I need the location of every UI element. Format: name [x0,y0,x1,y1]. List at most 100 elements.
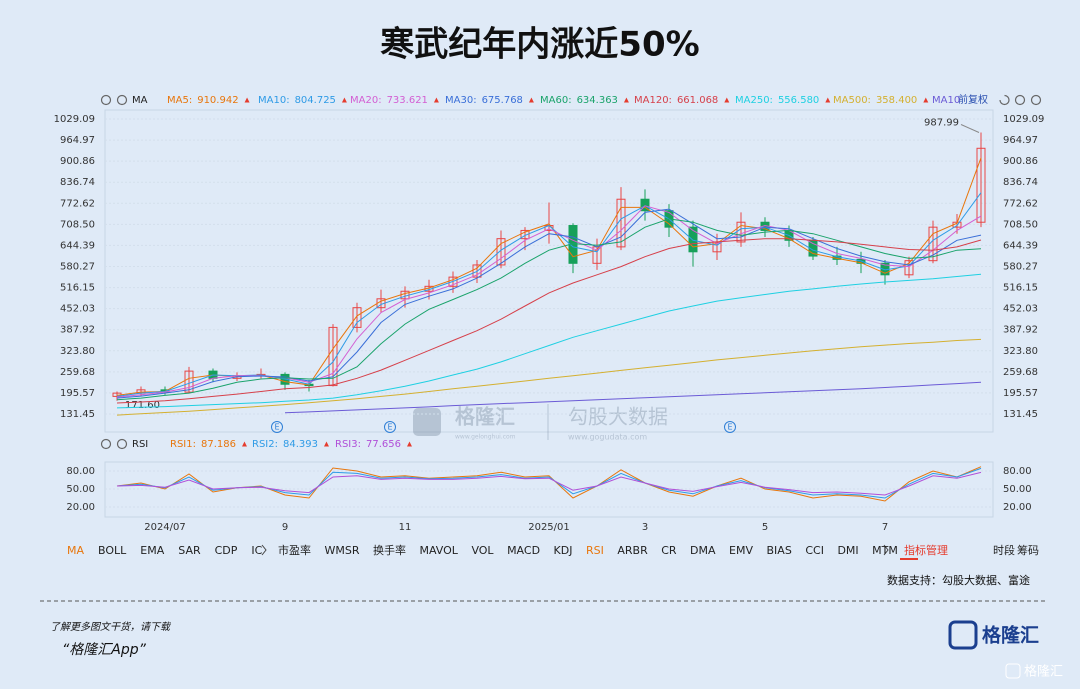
tab-scroll-arrow[interactable] [883,544,889,556]
y-tick-label: 259.68 [60,367,95,378]
indicator-tab[interactable]: WMSR [325,544,360,557]
y-tick-label: 580.27 [60,262,95,273]
indicator-tab[interactable]: 换手率 [373,543,406,557]
y-tick-label: 50.00 [66,484,95,495]
x-tick-label: 9 [282,522,288,533]
y-tick-label-right: 516.15 [1003,283,1038,294]
legend-value: 661.068 [677,95,718,106]
indicator-tab[interactable]: MAVOL [420,544,459,557]
indicator-tab[interactable]: MACD [507,544,540,557]
y-tick-label-right: 195.57 [1003,388,1038,399]
settings-icon[interactable] [100,438,112,450]
y-tick-label-right: 50.00 [1003,484,1032,495]
y-tick-label-right: 708.50 [1003,219,1038,230]
settings-icon[interactable] [100,94,112,106]
indicator-tab[interactable]: RSI [586,544,604,557]
legend-value: 910.942 [197,95,238,106]
y-tick-label: 516.15 [60,283,95,294]
y-tick-label-right: 964.97 [1003,135,1038,146]
legend-value: 77.656 [366,439,401,450]
tab-scroll-arrow[interactable] [261,544,267,556]
watermark-brand: 格隆汇 [455,405,515,429]
legend-name: RSI1: [170,439,196,450]
y-tick-label-right: 259.68 [1003,367,1038,378]
right-tab[interactable]: 时段 [993,543,1015,557]
indicator-tab[interactable]: MTM [872,544,898,557]
indicator-tab[interactable]: VOL [471,544,494,557]
restore-label[interactable]: 前复权 [958,93,988,106]
series-line [116,467,982,499]
series-line [116,338,982,416]
legend-value: 804.725 [295,95,336,106]
indicator-tab[interactable]: ARBR [617,544,648,557]
event-marker[interactable] [724,421,736,433]
footer-prompt: 了解更多图文干货，请下载 [50,621,172,633]
indicator-tab[interactable]: BIAS [767,544,792,557]
legend-arrow [825,97,831,103]
reset-icon[interactable] [999,94,1010,106]
manage-tab[interactable]: 指标管理 [904,543,948,557]
indicator-tab[interactable]: IC [251,544,262,557]
event-label: E [274,423,279,432]
close-icon[interactable] [116,438,128,450]
rsi-plot-frame [104,461,994,518]
indicator-tab[interactable]: DMI [837,544,858,557]
series-line [116,192,982,397]
legend-value: 87.186 [201,439,236,450]
y-tick-label-right: 452.03 [1003,304,1038,315]
indicator-tab[interactable]: EMV [729,544,753,557]
x-tick-label: 7 [882,522,888,533]
y-tick-label: 1029.09 [54,114,95,125]
y-tick-label: 80.00 [66,466,95,477]
event-label: E [387,423,392,432]
y-tick-label-right: 900.86 [1003,156,1038,167]
watermark-url: www.gelonghui.com [455,434,516,441]
corner-watermark: 格隆汇 [1024,664,1063,680]
legend-name: MA10: [258,95,290,106]
legend-value: 358.400 [876,95,917,106]
watermark-partner: 勾股大数据 [568,405,668,429]
indicator-tab[interactable]: MA [67,544,84,557]
y-tick-label-right: 323.80 [1003,346,1038,357]
price-plot-frame [104,109,994,433]
candle-body [496,238,506,266]
indicator-tab[interactable]: EMA [140,544,164,557]
candle-body [472,264,482,278]
y-tick-label-right: 131.45 [1003,409,1038,420]
indicator-tab[interactable]: KDJ [554,544,573,557]
right-tab[interactable]: 筹码 [1017,543,1039,557]
indicator-label: MA [132,95,148,106]
zoom-out-icon[interactable] [1014,94,1026,106]
y-tick-label-right: 644.39 [1003,240,1038,251]
corner-logo-icon [1005,663,1021,679]
y-tick-label-right: 580.27 [1003,262,1038,273]
y-tick-label: 644.39 [60,240,95,251]
indicator-tab[interactable]: CDP [215,544,238,557]
indicator-tab[interactable]: CCI [805,544,824,557]
data-source: 数据支持：勾股大数据、富途 [887,573,1030,587]
legend-arrow [241,441,247,447]
zoom-in-icon[interactable] [1030,94,1042,106]
event-marker[interactable] [271,421,283,433]
legend-arrow [244,97,250,103]
indicator-tab[interactable]: SAR [178,544,201,557]
toolbar-icons [100,94,1042,450]
series-line [116,218,982,401]
legend-name: MA500: [833,95,871,106]
close-icon[interactable] [116,94,128,106]
indicator-tab[interactable]: CR [661,544,677,557]
y-tick-label: 836.74 [60,177,95,188]
indicator-tab[interactable]: DMA [690,544,716,557]
legend-value: 733.621 [387,95,428,106]
y-tick-label: 323.80 [60,346,95,357]
indicator-tab[interactable]: BOLL [98,544,127,557]
event-markers: E E E [271,421,736,433]
y-tick-label-right: 80.00 [1003,466,1032,477]
indicator-tab[interactable]: 市盈率 [278,543,311,557]
y-tick-label: 20.00 [66,502,95,513]
legend-name: MA10 [932,95,960,106]
event-marker[interactable] [384,421,396,433]
series-line [116,471,982,496]
legend-arrow [323,441,329,447]
watermark-url: www.gogudata.com [568,433,647,442]
